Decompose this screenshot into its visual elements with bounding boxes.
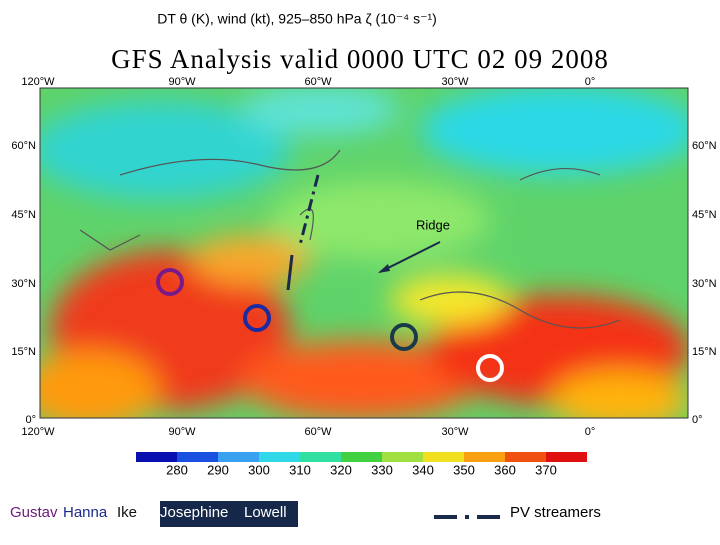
- colorbar-tick-label: 290: [207, 462, 229, 477]
- lon-label-top: 90°W: [168, 76, 196, 88]
- lon-label-top: 120°W: [21, 76, 55, 88]
- legend-lowell: Lowell: [244, 504, 287, 521]
- legend-ike: Ike: [117, 504, 137, 521]
- header-title: DT θ (K), wind (kt), 925–850 hPa ζ (10⁻⁴…: [157, 11, 437, 27]
- lat-label-left: 45°N: [11, 209, 36, 221]
- lon-label-bottom: 120°W: [21, 426, 55, 438]
- gustav-marker: [156, 268, 184, 296]
- lat-label-left: 30°N: [11, 278, 36, 290]
- lat-label-right: 15°N: [692, 346, 717, 358]
- lon-label-top: 60°W: [304, 76, 332, 88]
- legend-streamers: PV streamers: [510, 504, 601, 521]
- lat-label-left: 0°: [25, 414, 36, 426]
- map-title: GFS Analysis valid 0000 UTC 02 09 2008: [111, 44, 609, 74]
- colorbar-tick-label: 310: [289, 462, 311, 477]
- lat-label-left: 15°N: [11, 346, 36, 358]
- colorbar-tick-label: 350: [453, 462, 475, 477]
- colorbar-tick-label: 370: [535, 462, 557, 477]
- hanna-marker: [243, 304, 271, 332]
- colorbar-tick-label: 330: [371, 462, 393, 477]
- colorbar-segment: [423, 452, 464, 462]
- lon-label-top: 0°: [585, 76, 596, 88]
- colorbar-segment: [464, 452, 505, 462]
- colorbar-segment: [136, 452, 177, 462]
- josephine-marker: [476, 354, 504, 382]
- lat-label-right: 0°: [692, 414, 703, 426]
- legend-hanna: Hanna: [63, 504, 108, 521]
- colorbar-tick-label: 320: [330, 462, 352, 477]
- colorbar-segment: [300, 452, 341, 462]
- lat-label-right: 30°N: [692, 278, 717, 290]
- lat-label-left: 60°N: [11, 140, 36, 152]
- legend-gustav: Gustav: [10, 504, 58, 521]
- colorbar-tick-label: 300: [248, 462, 270, 477]
- colorbar-segment: [505, 452, 546, 462]
- lon-label-bottom: 0°: [585, 426, 596, 438]
- ike-marker: [390, 323, 418, 351]
- map-field: [40, 88, 688, 418]
- lat-label-right: 60°N: [692, 140, 717, 152]
- colorbar-segment: [218, 452, 259, 462]
- colorbar-tick-label: 340: [412, 462, 434, 477]
- lon-label-top: 30°W: [441, 76, 469, 88]
- lat-label-right: 45°N: [692, 209, 717, 221]
- colorbar-segment: [259, 452, 300, 462]
- lon-label-bottom: 30°W: [441, 426, 469, 438]
- lon-label-bottom: 90°W: [168, 426, 196, 438]
- ridge-annotation: Ridge: [416, 217, 450, 232]
- colorbar-segment: [177, 452, 218, 462]
- colorbar-tick-label: 280: [166, 462, 188, 477]
- lon-label-bottom: 60°W: [304, 426, 332, 438]
- legend-josephine: Josephine: [160, 504, 228, 521]
- colorbar-segment: [382, 452, 423, 462]
- colorbar-segment: [546, 452, 587, 462]
- legend-box: [160, 501, 298, 527]
- colorbar-tick-label: 360: [494, 462, 516, 477]
- colorbar-segment: [341, 452, 382, 462]
